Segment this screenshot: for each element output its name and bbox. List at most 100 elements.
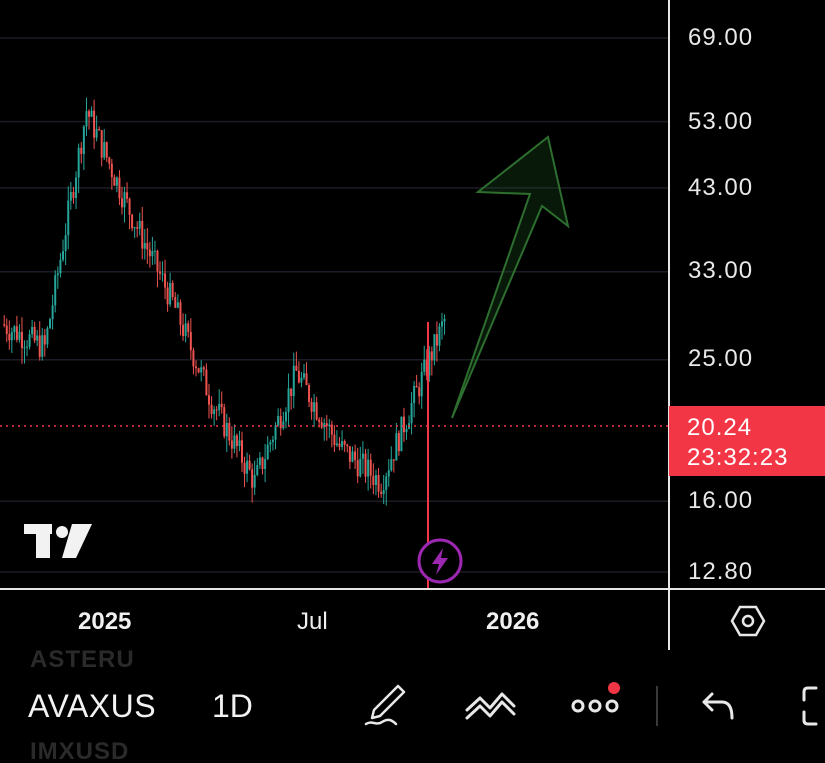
candle-body xyxy=(192,350,195,367)
candle-body xyxy=(187,323,190,333)
tradingview-logo xyxy=(22,522,94,565)
candle-body xyxy=(15,326,18,340)
candle-body xyxy=(85,111,88,127)
candle-body xyxy=(258,457,261,466)
candle-body xyxy=(220,403,223,408)
candle-body xyxy=(430,351,433,361)
candle-body xyxy=(279,416,282,429)
pencil-draw-icon[interactable] xyxy=(362,682,408,733)
candle-body xyxy=(143,243,146,249)
candle-body xyxy=(390,459,393,471)
candle-body xyxy=(315,402,318,420)
candlestick-chart[interactable] xyxy=(0,0,668,588)
candle-body xyxy=(243,462,246,474)
candle-body xyxy=(361,453,364,459)
chart-settings-button[interactable] xyxy=(668,588,825,650)
time-axis[interactable]: 2025 Jul 2026 xyxy=(0,588,668,650)
candle-body xyxy=(387,470,390,477)
candle-body xyxy=(438,326,441,346)
candle-body xyxy=(356,460,359,477)
indicators-icon[interactable] xyxy=(464,688,518,727)
candle-body xyxy=(158,271,161,274)
more-dots-icon[interactable] xyxy=(570,680,624,725)
candle-body xyxy=(164,273,167,288)
candle-body xyxy=(64,235,67,252)
candle-body xyxy=(146,243,149,250)
candle-body xyxy=(100,130,103,158)
candle-body xyxy=(374,475,377,485)
candle-body xyxy=(233,435,236,449)
candle-body xyxy=(118,177,121,199)
candle-body xyxy=(215,409,218,411)
candle-body xyxy=(282,421,285,429)
candle-body xyxy=(23,347,26,349)
lightning-alert-icon[interactable] xyxy=(416,537,464,588)
candle-body xyxy=(33,326,36,341)
candle-body xyxy=(113,177,116,186)
candle-body xyxy=(295,365,298,371)
candle-body xyxy=(225,422,228,437)
candle-body xyxy=(128,198,131,215)
candle-body xyxy=(223,407,226,437)
candle-body xyxy=(418,387,421,397)
candle-body xyxy=(287,388,290,413)
candle-body xyxy=(123,192,126,208)
projection-arrow[interactable] xyxy=(451,135,570,419)
candle-body xyxy=(110,163,113,178)
next-symbol[interactable]: IMXUSD xyxy=(30,738,130,763)
price-tick: 33.00 xyxy=(688,257,754,284)
candle-body xyxy=(338,443,341,447)
candle-body xyxy=(271,439,274,443)
candle-body xyxy=(266,444,269,460)
candle-body xyxy=(369,459,372,476)
undo-icon[interactable] xyxy=(700,690,736,727)
candle-body xyxy=(41,335,44,357)
candle-body xyxy=(176,302,179,308)
previous-symbol[interactable]: ASTERU xyxy=(30,646,135,673)
candle-body xyxy=(108,157,111,164)
candle-body xyxy=(54,275,57,306)
last-price-badge: 20.24 23:32:23 xyxy=(669,406,825,476)
candle-body xyxy=(10,331,13,341)
candle-body xyxy=(333,434,336,446)
candle-body xyxy=(28,334,31,347)
last-price-value: 20.24 xyxy=(687,414,753,441)
candle-body xyxy=(189,332,192,351)
candle-body xyxy=(359,458,362,477)
fullscreen-icon[interactable] xyxy=(800,684,825,733)
candle-body xyxy=(313,402,316,412)
candle-body xyxy=(284,412,287,422)
candle-body xyxy=(410,403,413,424)
candle-body xyxy=(341,441,344,447)
candle-body xyxy=(5,325,8,335)
candle-body xyxy=(184,323,187,336)
candle-body xyxy=(377,475,380,492)
candle-body xyxy=(423,359,426,372)
candle-body xyxy=(31,326,34,335)
candle-body xyxy=(305,373,308,386)
toolbar-divider xyxy=(656,686,658,726)
interval-selector[interactable]: 1D xyxy=(212,688,253,724)
candle-body xyxy=(308,385,311,402)
candle-body xyxy=(18,331,21,340)
candle-body xyxy=(320,422,323,428)
candle-body xyxy=(133,227,136,229)
candle-body xyxy=(49,319,51,329)
bottom-toolbar: ASTERU AVAXUS IMXUSD 1D xyxy=(0,646,825,763)
candle-body xyxy=(210,404,213,415)
price-axis[interactable]: 69.00 53.00 43.00 33.00 25.00 16.00 12.8… xyxy=(668,0,825,588)
candle-body xyxy=(36,335,39,341)
candle-body xyxy=(402,416,405,433)
candle-body xyxy=(256,465,259,475)
candle-body xyxy=(385,476,388,491)
candle-body xyxy=(105,142,108,158)
candle-body xyxy=(38,335,41,357)
candle-body xyxy=(59,259,62,274)
candle-body xyxy=(382,490,385,494)
candle-body xyxy=(367,459,370,477)
candle-body xyxy=(179,302,182,325)
candle-body xyxy=(174,297,177,308)
chart-area[interactable] xyxy=(0,0,668,588)
symbol-selector[interactable]: AVAXUS xyxy=(28,688,157,724)
candle-body xyxy=(67,200,70,236)
